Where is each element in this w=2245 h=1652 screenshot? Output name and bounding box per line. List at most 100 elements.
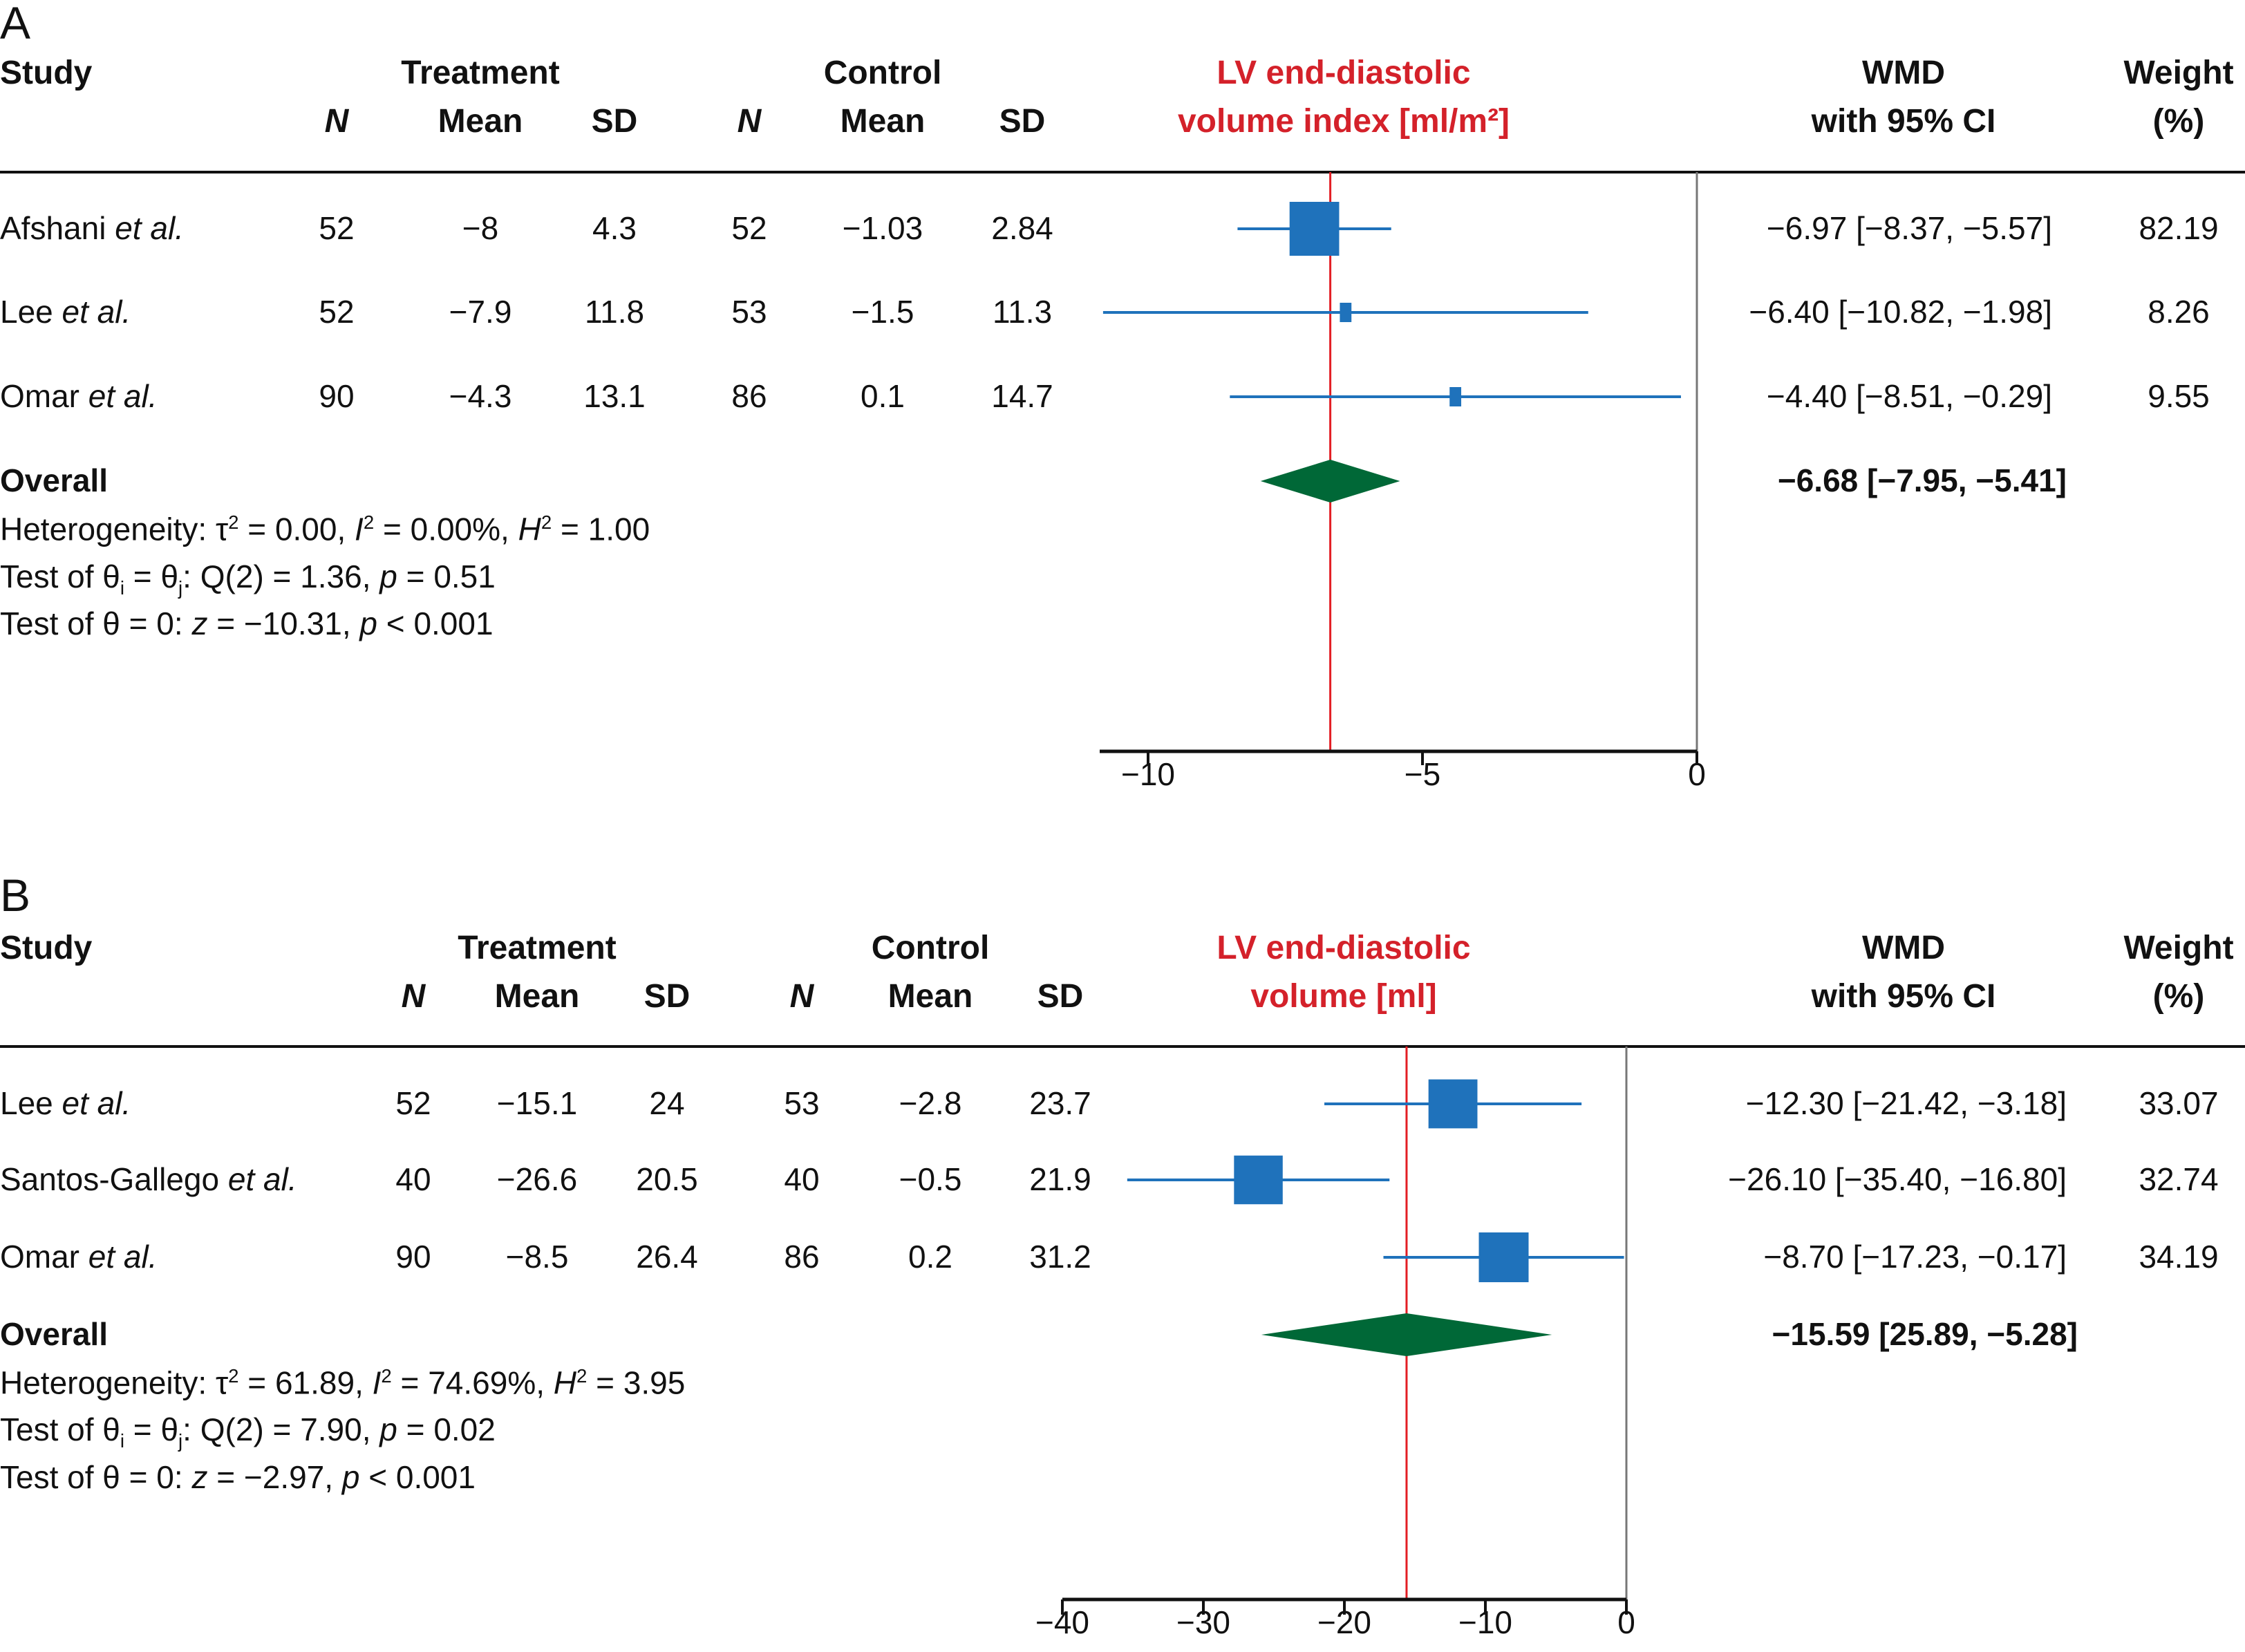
cell-c-n: 86 [784,1239,820,1275]
study-et-al: et al. [115,210,184,246]
cell-c-n: 52 [731,210,767,246]
test-zero-b: Test of θ = 0: z = −2.97, p < 0.001 [0,1459,476,1495]
header-treatment-n: N [324,103,349,140]
test-zero-a: Test of θ = 0: z = −10.31, p < 0.001 [0,606,494,641]
cell-t-mean: −26.6 [496,1161,578,1197]
z-value: −10.31 [243,606,342,641]
panel-label-a: A [0,0,31,48]
q-p-value: 0.02 [433,1411,496,1447]
header-treatment-sd: SD [591,103,638,140]
study-marker [1449,387,1462,406]
cell-c-mean: 0.1 [861,378,905,414]
x-tick-label: −10 [1121,756,1175,792]
z-p-value: < 0.001 [368,1459,476,1495]
cell-t-n: 40 [395,1161,431,1197]
header-treatment-mean: Mean [438,103,523,140]
study-author: Omar [0,1239,79,1275]
z-p-value: < 0.001 [386,606,494,641]
cell-t-n: 52 [319,210,355,246]
study-et-al: et al. [88,1239,158,1275]
overall-wmd-a: −6.68 [−7.95, −5.41] [1777,462,2067,498]
q-value: 1.36 [300,559,362,594]
cell-c-sd: 21.9 [1029,1161,1091,1197]
header-weight-line1: Weight [2123,55,2234,91]
cell-c-sd: 14.7 [991,378,1053,414]
tau2-value: 0.00 [274,511,337,547]
x-tick-label: −40 [1035,1604,1089,1640]
overall-wmd-b: −15.59 [25.89, −5.28] [1772,1316,2078,1352]
x-tick-label: −20 [1317,1604,1371,1640]
q-p-value: 0.51 [433,559,496,594]
header-outcome-line2: volume index [ml/m²] [1177,103,1510,140]
header-control-sd: SD [999,103,1046,140]
header-weight-line2: (%) [2152,103,2205,140]
header-control-n: N [737,103,762,140]
cell-t-sd: 13.1 [583,378,646,414]
cell-c-sd: 31.2 [1029,1239,1091,1275]
tau2-value: 61.89 [274,1364,355,1401]
cell-c-sd: 2.84 [991,210,1053,246]
heterogeneity-a: Heterogeneity: τ2 = 0.00, I2 = 0.00%, H2… [0,511,650,547]
study-name: Omar et al. [0,1241,158,1273]
x-tick-label: 0 [1688,756,1706,792]
cell-c-mean: −1.03 [842,210,923,246]
cell-weight: 34.19 [2139,1239,2219,1275]
heterogeneity-b: Heterogeneity: τ2 = 61.89, I2 = 74.69%, … [0,1364,686,1401]
cell-t-sd: 26.4 [636,1239,698,1275]
header-weight-line2: (%) [2152,978,2205,1015]
overall-label-a: Overall [0,462,108,498]
cell-wmd-ci: −4.40 [−8.51, −0.29] [1766,378,2052,414]
x-tick-label: −30 [1176,1604,1230,1640]
header-outcome-line2: volume [ml] [1250,978,1437,1015]
cell-weight: 9.55 [2148,378,2210,414]
overall-diamond [1260,460,1400,503]
study-marker [1340,303,1352,322]
cell-t-sd: 4.3 [592,210,637,246]
header-treatment-mean: Mean [494,978,580,1015]
test-homogeneity-b: Test of θi = θj: Q(2) = 7.90, p = 0.02 [0,1411,496,1452]
cell-t-sd: 20.5 [636,1161,698,1197]
cell-wmd-ci: −8.70 [−17.23, −0.17] [1763,1239,2067,1275]
header-outcome-line1: LV end-diastolic [1217,930,1471,966]
cell-c-n: 53 [784,1085,820,1121]
x-tick-label: 0 [1617,1604,1635,1640]
header-control-sd: SD [1037,978,1084,1015]
study-author: Lee [0,294,53,330]
header-treatment: Treatment [401,55,560,91]
q-df: 2 [235,1411,254,1447]
cell-c-mean: −0.5 [899,1161,962,1197]
study-et-al: et al. [227,1161,297,1197]
i2-value: 0.00% [410,511,501,547]
x-tick-label: −10 [1458,1604,1512,1640]
cell-t-mean: −4.3 [449,378,512,414]
overall-label-b: Overall [0,1316,108,1352]
cell-t-mean: −8.5 [505,1239,569,1275]
header-wmd-line1: WMD [1862,55,1945,91]
heterogeneity-prefix: Heterogeneity: [0,511,216,547]
study-author: Afshani [0,210,106,246]
header-wmd-line1: WMD [1862,930,1945,966]
cell-t-sd: 24 [649,1085,685,1121]
study-marker [1478,1232,1529,1282]
header-control-n: N [789,978,814,1015]
test-homogeneity-a: Test of θi = θj: Q(2) = 1.36, p = 0.51 [0,559,496,599]
q-value: 7.90 [300,1411,362,1447]
cell-c-n: 40 [784,1161,820,1197]
study-author: Santos-Gallego [0,1161,220,1197]
header-treatment-sd: SD [644,978,691,1015]
cell-wmd-ci: −12.30 [−21.42, −3.18] [1745,1085,2067,1121]
cell-c-n: 53 [731,294,767,330]
cell-t-n: 52 [395,1085,431,1121]
x-tick-label: −5 [1405,756,1440,792]
cell-weight: 32.74 [2139,1161,2219,1197]
header-outcome-line1: LV end-diastolic [1217,55,1471,91]
study-marker [1234,1155,1283,1205]
header-divider-b [0,1045,2245,1048]
study-et-al: et al. [88,378,158,414]
study-author: Lee [0,1085,53,1121]
z-value: −2.97 [243,1459,325,1495]
header-treatment: Treatment [458,930,617,966]
study-name: Afshani et al. [0,212,184,244]
overall-diamond [1261,1313,1552,1356]
